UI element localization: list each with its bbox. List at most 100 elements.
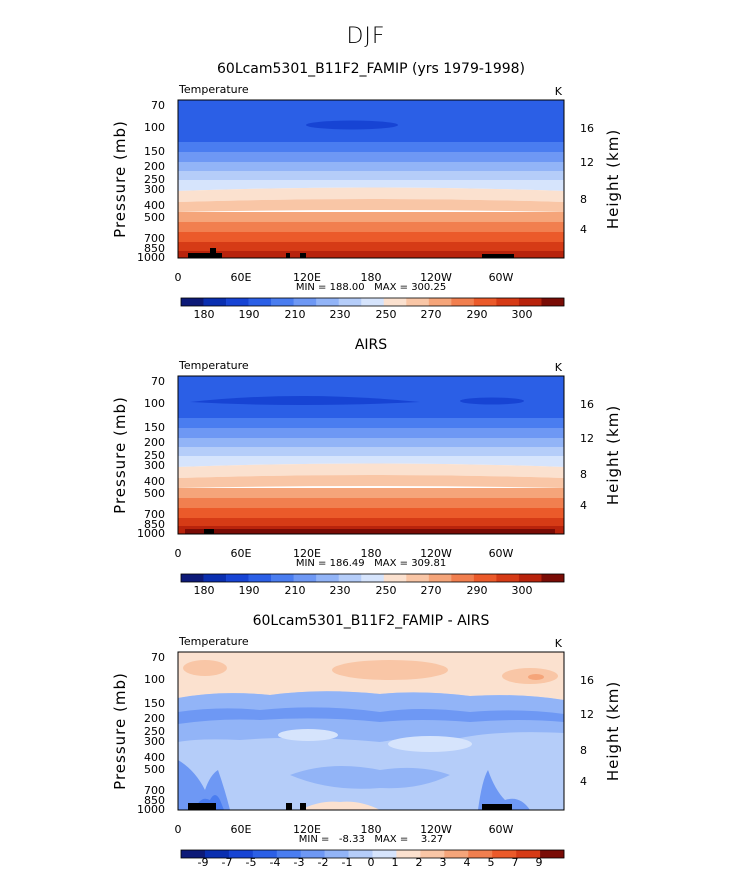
- colorbar-label: -5: [246, 856, 257, 869]
- colorbar-swatch: [271, 574, 294, 582]
- y-axis-label: Pressure (mb): [111, 120, 129, 238]
- colorbar-frame: [180, 297, 565, 307]
- tick-label: 300: [144, 735, 165, 748]
- y-axis-pressure: 70 100 150 200 250 300 400 500 700 850 1…: [111, 651, 165, 816]
- tick-label: 70: [151, 651, 165, 664]
- tick-label: 120W: [420, 271, 452, 284]
- band-700: [178, 232, 564, 242]
- tick-label: 1000: [137, 803, 165, 816]
- cold-surface-right: [478, 770, 530, 810]
- band-850: [178, 518, 564, 526]
- colorbar-swatch: [293, 298, 317, 306]
- panel-title: 60Lcam5301_B11F2_FAMIP (yrs 1979-1998): [217, 61, 525, 77]
- panel-airs: AIRS Temperature K 70 100 150: [111, 337, 622, 597]
- band-stratosphere: [178, 376, 564, 418]
- y-axis-label: Pressure (mb): [111, 396, 129, 514]
- colorbar-swatch: [316, 298, 340, 306]
- cold-midlevel: [290, 766, 450, 789]
- tick-label: 120W: [420, 823, 452, 836]
- tick-label: 250: [144, 449, 165, 462]
- colorbar-label: 230: [330, 584, 351, 597]
- tick-label: 120E: [293, 823, 321, 836]
- colorbar-swatch: [473, 298, 497, 306]
- band-320: [178, 463, 564, 478]
- colorbar-swatch: [181, 298, 204, 306]
- tick-label: 300: [144, 183, 165, 196]
- variable-label: Temperature: [178, 83, 249, 96]
- tick-label: 100: [144, 397, 165, 410]
- colorbar-swatch: [541, 298, 565, 306]
- band-200: [178, 438, 564, 447]
- min-max-readout: MIN = 188.00 MAX = 300.25: [296, 282, 446, 293]
- units-label: K: [555, 361, 563, 374]
- y-axis-pressure: 70 100 150 200 250 300 400 500 700 850 1…: [111, 99, 165, 264]
- tick-label: 300: [144, 459, 165, 472]
- tick-label: 500: [144, 487, 165, 500]
- tick-label: 16: [580, 122, 594, 135]
- band-600: [178, 498, 564, 508]
- colorbar-label: -1: [342, 856, 353, 869]
- colorbar-label: -4: [270, 856, 281, 869]
- colorbar: [180, 849, 565, 859]
- topography: [204, 529, 214, 534]
- colorbar-label: 180: [194, 308, 215, 321]
- band-240: [178, 447, 564, 456]
- band-500: [178, 488, 564, 498]
- plot-frame: [177, 651, 565, 811]
- colorbar-swatch: [420, 850, 445, 858]
- variable-label: Temperature: [178, 359, 249, 372]
- colorbar-swatch: [226, 298, 249, 306]
- colorbar-label: 250: [376, 308, 397, 321]
- tick-label: 8: [580, 468, 587, 481]
- tick-label: 60W: [489, 823, 514, 836]
- tick-label: 12: [580, 156, 594, 169]
- colorbar-swatch: [361, 574, 385, 582]
- tick-label: 850: [144, 518, 165, 531]
- warm-core-contour: [332, 660, 448, 680]
- plot-frame: [177, 99, 565, 259]
- y2-axis-label: Height (km): [604, 681, 622, 781]
- band-500: [178, 212, 564, 222]
- colorbar-swatch: [361, 298, 385, 306]
- colorbar-swatch: [324, 850, 349, 858]
- colorbar-swatch: [540, 850, 565, 858]
- band-200: [178, 162, 564, 171]
- colorbar-label: 270: [421, 584, 442, 597]
- colorbar-label: 190: [239, 584, 260, 597]
- band-280: [178, 456, 564, 467]
- colorbar-swatch: [203, 574, 227, 582]
- tick-label: 1000: [137, 527, 165, 540]
- tick-label: 60E: [231, 547, 252, 560]
- colorbar-swatch: [181, 574, 204, 582]
- colorbar-swatch: [518, 298, 542, 306]
- colorbar-labels: 180 190 210 230 250 270 290 300: [194, 584, 533, 597]
- colorbar-swatch: [468, 850, 493, 858]
- tick-label: 700: [144, 508, 165, 521]
- colorbar-label: 270: [421, 308, 442, 321]
- tick-label: 70: [151, 99, 165, 112]
- y2-axis-label: Height (km): [604, 405, 622, 505]
- plot-area: [178, 376, 564, 534]
- colorbar-swatch: [248, 298, 272, 306]
- tick-label: 400: [144, 475, 165, 488]
- colorbar-label: 190: [239, 308, 260, 321]
- season-title: DJF: [346, 24, 385, 49]
- colorbar-label: 300: [512, 308, 533, 321]
- tick-label: 150: [144, 421, 165, 434]
- colorbar-label: 250: [376, 584, 397, 597]
- colorbar-label: 9: [536, 856, 543, 869]
- y2-axis-height: 16 12 8 4 Height (km): [580, 398, 622, 512]
- x-axis: 0 60E 120E 180 120W 60W: [175, 823, 514, 836]
- colorbar-swatch: [496, 574, 520, 582]
- colorbar-label: -7: [222, 856, 233, 869]
- colorbar-swatch: [451, 298, 475, 306]
- tick-label: 8: [580, 193, 587, 206]
- band-170: [178, 428, 564, 438]
- tick-label: 0: [175, 823, 182, 836]
- colorbar-swatch: [181, 850, 206, 858]
- panel-title: AIRS: [355, 337, 387, 353]
- cold-core-contour: [190, 396, 420, 405]
- band-700: [178, 508, 564, 518]
- plot-area: [178, 100, 564, 258]
